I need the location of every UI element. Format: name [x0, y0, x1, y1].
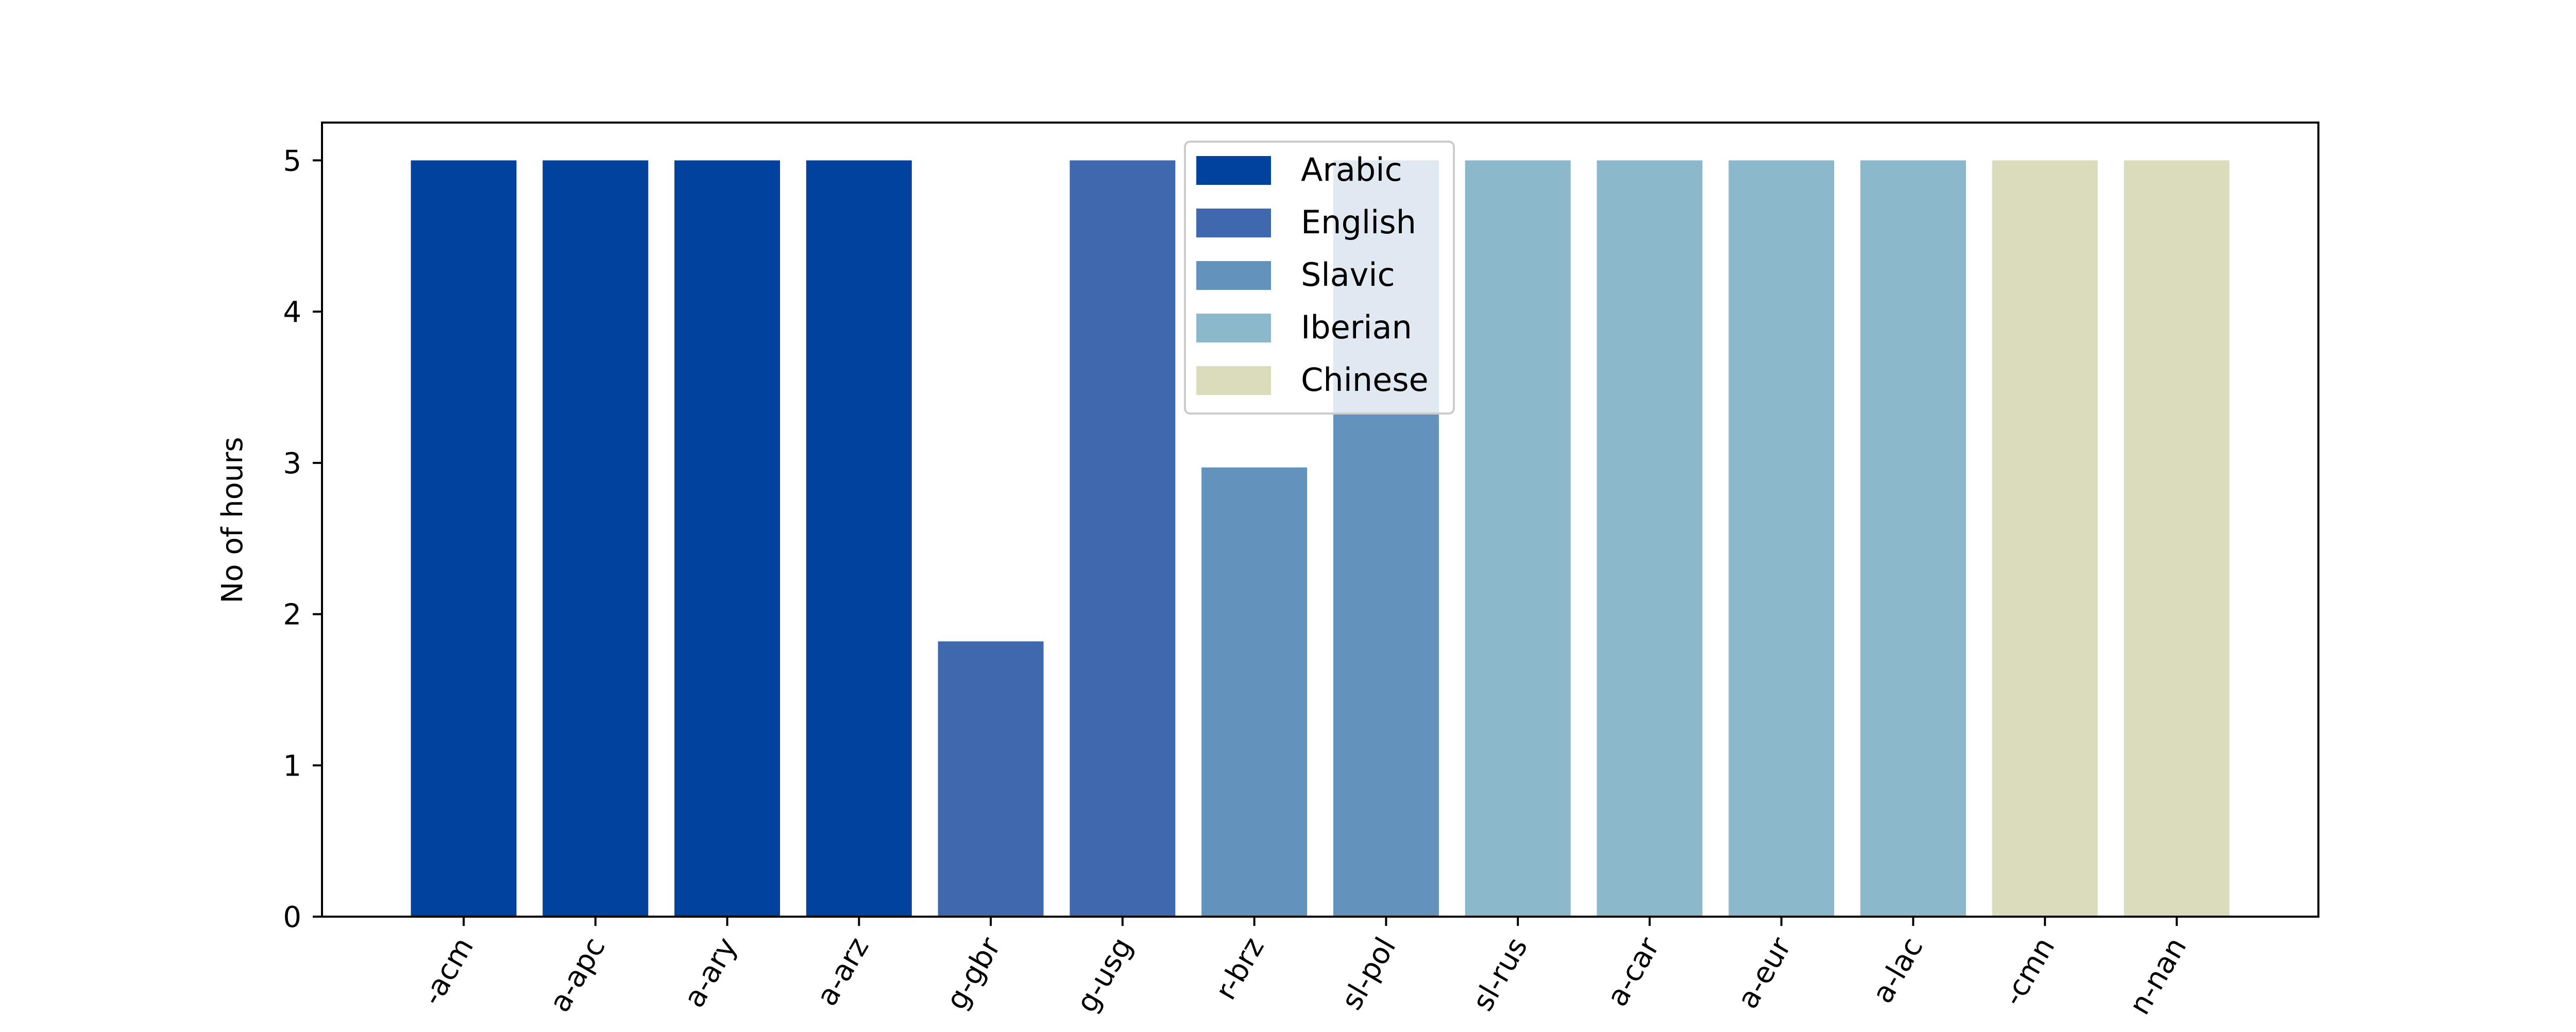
bar-g-usg — [1070, 160, 1176, 917]
bar-a-ary — [674, 160, 781, 917]
legend-swatch-iberian — [1196, 314, 1271, 342]
x-tick-label: r-brz — [1209, 932, 1271, 1006]
bar-acm — [411, 160, 517, 917]
x-tick-label: a-ary — [677, 932, 744, 1013]
x-tick-label: -cmn — [1996, 932, 2062, 1012]
bar-n-nan — [2124, 160, 2230, 917]
x-tick-label: -acm — [415, 932, 480, 1011]
bar-cmn — [1992, 160, 2098, 917]
bars-layer — [411, 160, 2230, 917]
y-tick-label: 4 — [283, 296, 301, 329]
x-tick-label: sl-pol — [1335, 932, 1402, 1016]
x-tick-label: a-apc — [543, 932, 612, 1018]
y-axis-label: No of hours — [216, 437, 249, 603]
x-tick-label: a-lac — [1866, 932, 1930, 1009]
bar-a-apc — [543, 160, 649, 917]
legend: Arabic English Slavic Iberian Chinese — [1184, 141, 1455, 415]
y-tick-label: 0 — [283, 901, 301, 934]
legend-label-arabic: Arabic — [1301, 151, 1402, 188]
y-tick-label: 2 — [283, 598, 301, 632]
legend-label-chinese: Chinese — [1301, 361, 1429, 399]
bar-a-lac — [1860, 160, 1966, 917]
bar-a-arz — [806, 160, 912, 917]
bar-a-eur — [1728, 160, 1835, 917]
legend-label-iberian: Iberian — [1301, 308, 1412, 346]
legend-swatch-arabic — [1196, 156, 1271, 185]
bar-g-gbr — [938, 641, 1044, 917]
x-tick-label: a-car — [1600, 932, 1666, 1012]
legend-swatch-slavic — [1196, 261, 1271, 290]
x-tick-label: g-gbr — [940, 932, 1008, 1016]
x-tick-label: g-usg — [1070, 932, 1139, 1019]
x-tick-label: a-eur — [1731, 932, 1799, 1014]
x-tick-label: a-arz — [810, 932, 876, 1012]
y-tick-label: 5 — [283, 144, 301, 178]
bar-r-brz — [1201, 467, 1308, 917]
x-tick-label: n-nan — [2123, 932, 2193, 1021]
legend-label-english: English — [1301, 203, 1416, 241]
bar-a-car — [1597, 160, 1703, 917]
y-tick-label: 3 — [283, 447, 301, 480]
x-tick-label: sl-rus — [1466, 932, 1535, 1017]
bar-sl-rus — [1465, 160, 1571, 917]
legend-swatch-english — [1196, 209, 1271, 237]
legend-label-slavic: Slavic — [1301, 256, 1395, 294]
plot-frame — [321, 122, 2319, 918]
y-tick-label: 1 — [283, 749, 301, 783]
legend-swatch-chinese — [1196, 366, 1271, 395]
